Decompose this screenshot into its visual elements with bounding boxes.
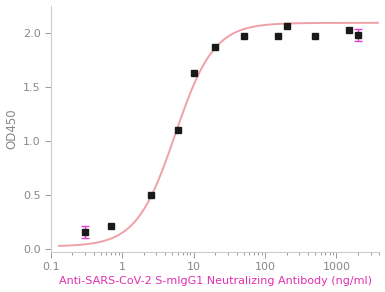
Y-axis label: OD450: OD450	[5, 108, 18, 149]
X-axis label: Anti-SARS-CoV-2 S-mIgG1 Neutralizing Antibody (ng/ml): Anti-SARS-CoV-2 S-mIgG1 Neutralizing Ant…	[59, 277, 372, 286]
